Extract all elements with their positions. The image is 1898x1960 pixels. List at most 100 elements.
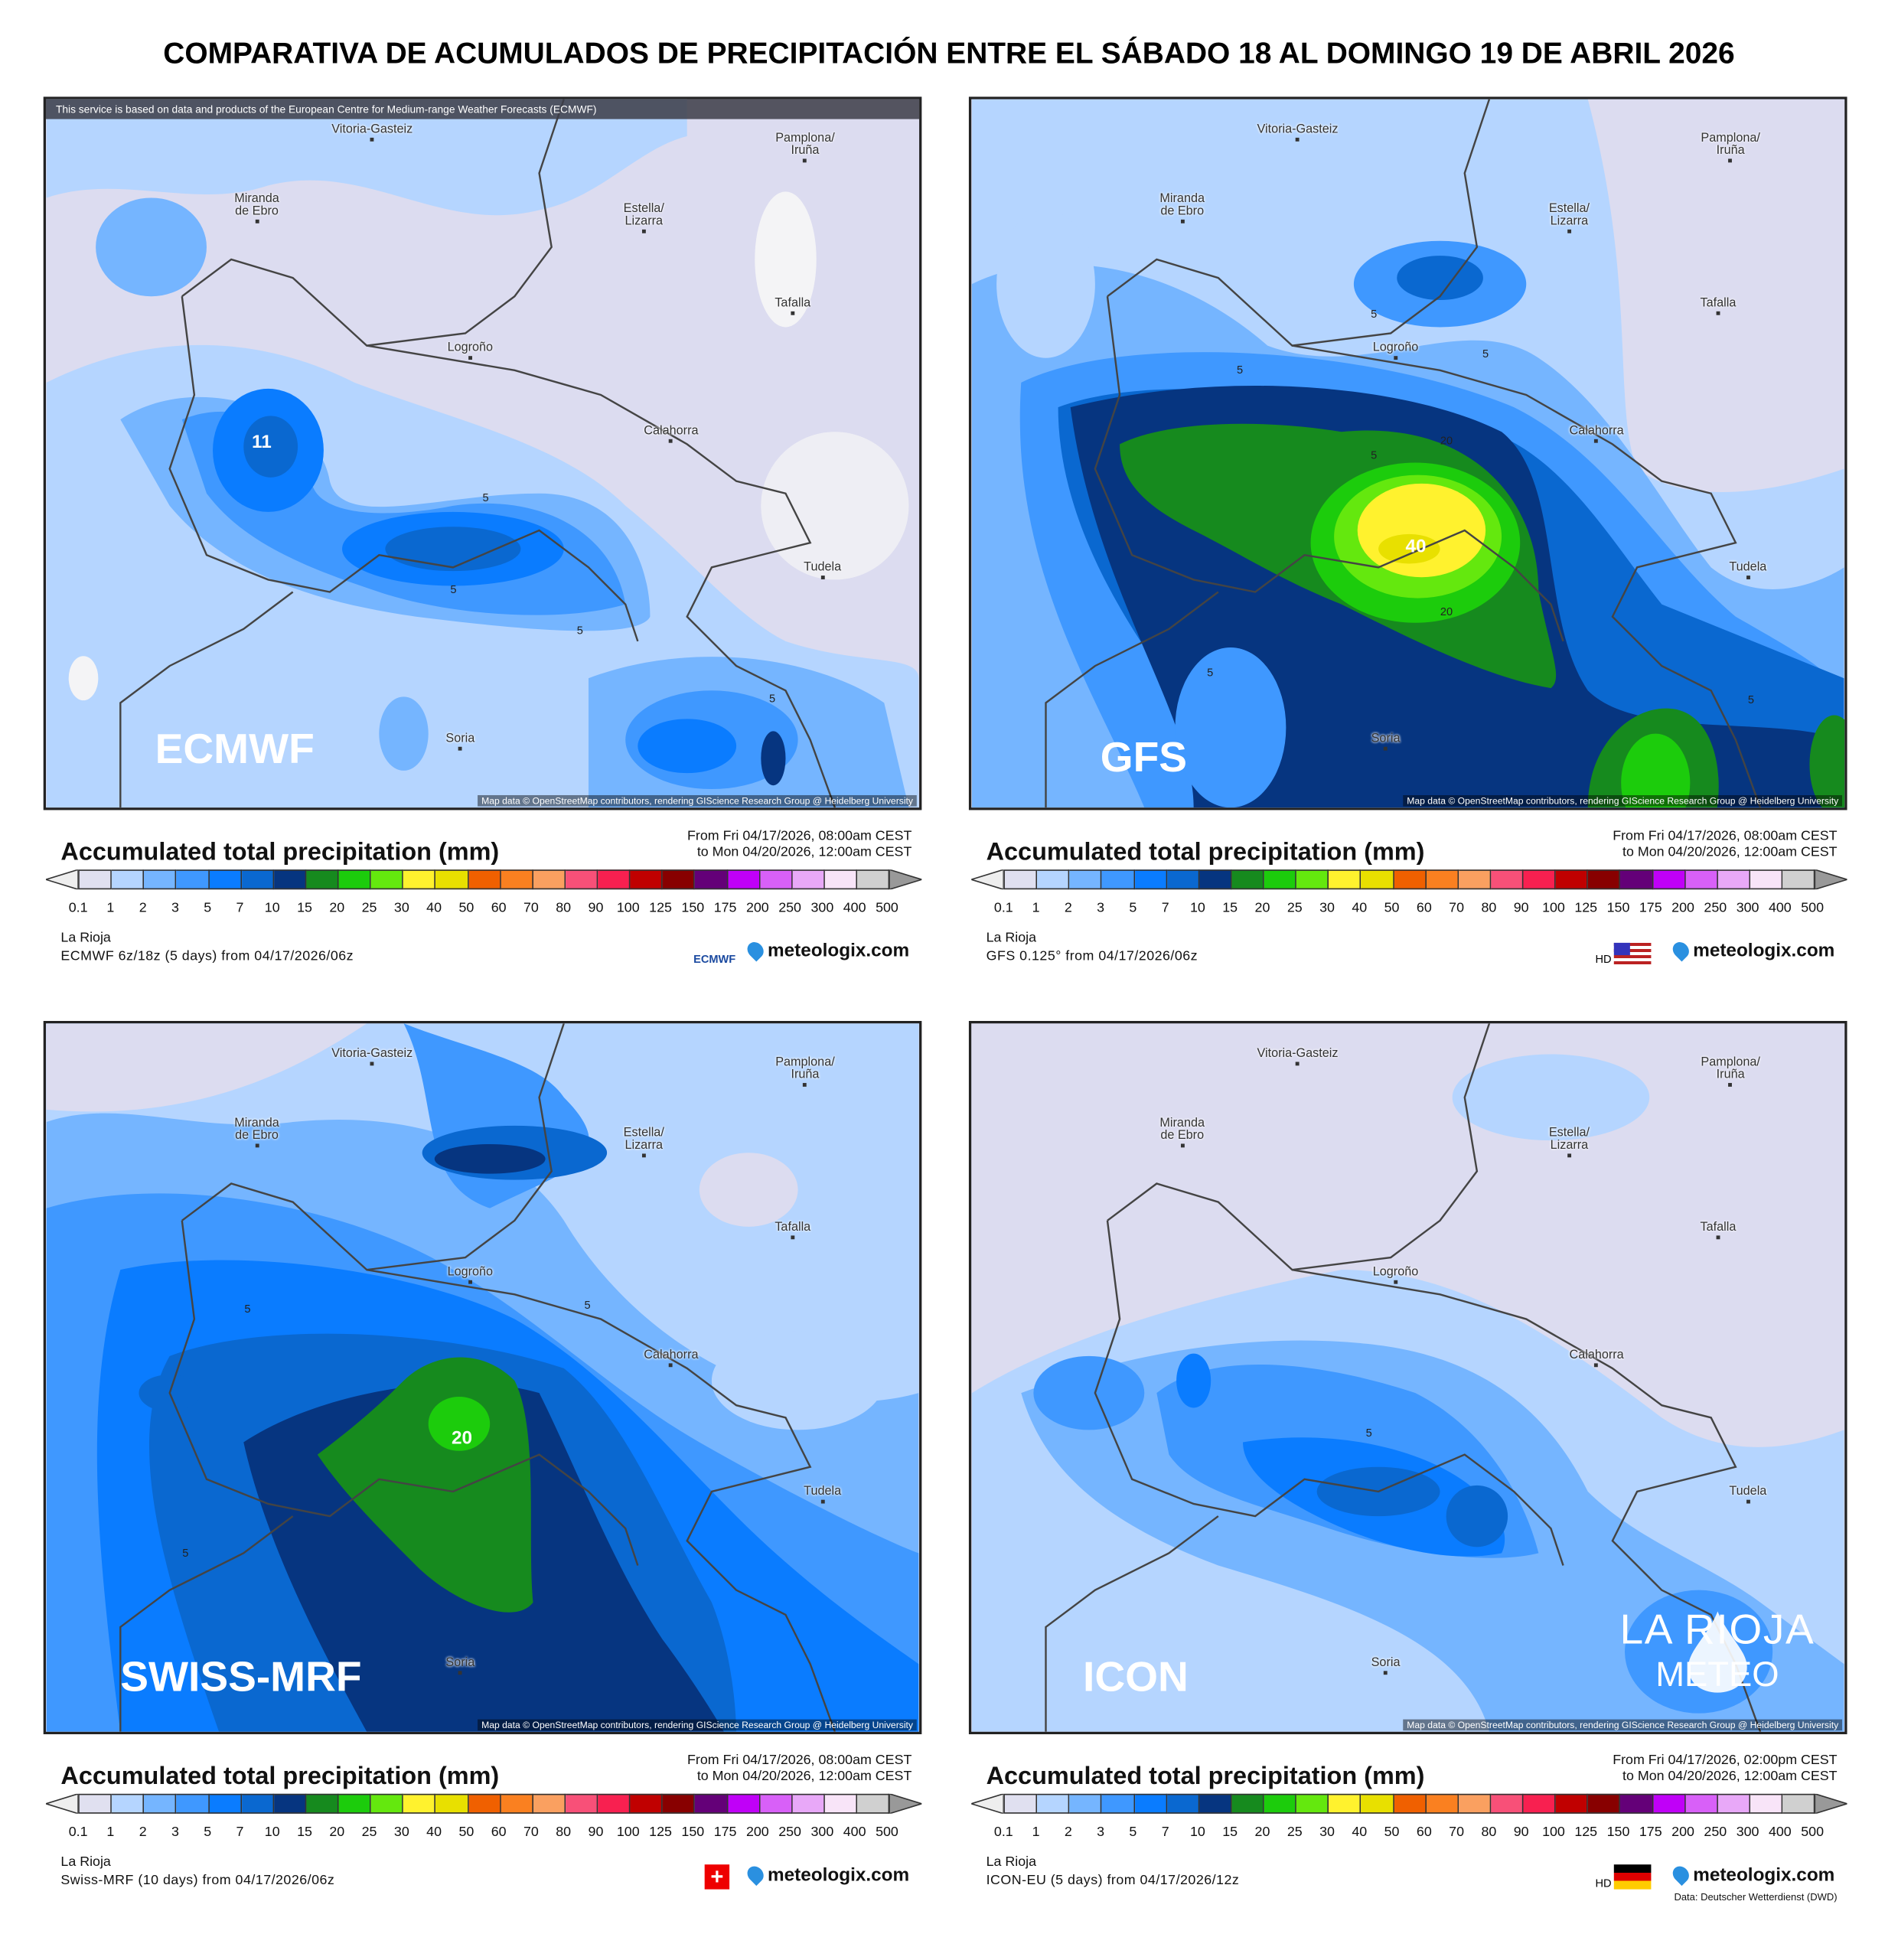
icon-precip-field: [971, 1023, 1844, 1732]
ecmwf-precip-field: [46, 99, 919, 808]
contour-label: 5: [1237, 363, 1244, 377]
color-scale-cell: [338, 869, 371, 890]
color-scale-bar: [44, 869, 925, 892]
color-scale-cell: [1491, 869, 1524, 890]
map-attribution: Map data © OpenStreetMap contributors, r…: [478, 1719, 917, 1731]
tick-label: 7: [236, 1825, 244, 1840]
color-scale-cell: [630, 869, 663, 890]
model-run-label: ECMWF 6z/18z (5 days) from 04/17/2026/06…: [60, 948, 354, 964]
city-label: Estella/ Lizarra: [624, 1127, 664, 1157]
color-scale-ticks: 0.1 1 2 3 5 7 10 15 20 25 30 40 50 60 70 80 90 100 125 150 1…: [69, 900, 898, 918]
model-run-label: GFS 0.125° from 04/17/2026/06z: [986, 948, 1198, 964]
legend-ecmwf: Accumulated total precipitation (mm) From…: [44, 828, 925, 990]
map-attribution: Map data © OpenStreetMap contributors, r…: [1403, 794, 1843, 807]
color-scale-cell: [1620, 1793, 1653, 1814]
color-scale-cell: [824, 869, 858, 890]
contour-label: 11: [252, 432, 272, 453]
tick-label: 1: [1032, 900, 1040, 916]
color-scale-cell: [760, 869, 793, 890]
color-scale-cell: [1782, 869, 1815, 890]
color-scale-cell: [662, 869, 696, 890]
data-credit: Data: Deutscher Wetterdienst (DWD): [1674, 1891, 1838, 1903]
color-scale-ticks: 0.1 1 2 3 5 7 10 15 20 25 30 40 50 60 70 80 90 100 125 150 1…: [994, 900, 1824, 918]
meteologix-logo: meteologix.com: [1669, 938, 1834, 962]
color-scale-cell: [1394, 1793, 1427, 1814]
tick-label: 200: [1671, 1825, 1694, 1840]
color-scale-arrow-high: [889, 869, 925, 891]
tick-label: 300: [810, 900, 834, 916]
tick-label: 200: [1671, 900, 1694, 916]
tick-label: 10: [264, 900, 280, 916]
city-label: Estella/ Lizarra: [1549, 1127, 1590, 1157]
gfs-map: Vitoria-Gasteiz Pamplona/ Iruña Miranda de…: [968, 96, 1847, 810]
color-scale-cell: [1555, 1793, 1589, 1814]
meteologix-logo: meteologix.com: [743, 938, 909, 962]
color-scale-cell: [1458, 1793, 1492, 1814]
color-scale-cell: [1069, 1793, 1102, 1814]
contour-label: 5: [768, 692, 776, 705]
color-scale-cell: [1588, 1793, 1621, 1814]
color-scale-cell: [1069, 869, 1102, 890]
color-scale-cell: [1620, 869, 1653, 890]
contour-label: 5: [1371, 448, 1378, 461]
model-name-label: SWISS-MRF: [120, 1653, 362, 1701]
color-scale-cell: [112, 1793, 145, 1814]
tick-label: 20: [1254, 900, 1270, 916]
date-from: From Fri 04/17/2026, 08:00am CEST: [1613, 828, 1838, 844]
region-label: La Rioja: [60, 1854, 111, 1870]
tick-label: 30: [393, 1825, 409, 1840]
color-scale-cell: [695, 1793, 728, 1814]
map-attribution: Map data © OpenStreetMap contributors, r…: [478, 794, 917, 807]
city-label: Pamplona/ Iruña: [775, 132, 834, 162]
city-label: Tudela: [804, 1485, 841, 1504]
color-scale-cell: [662, 1793, 696, 1814]
date-from: From Fri 04/17/2026, 02:00pm CEST: [1613, 1753, 1838, 1768]
color-scale-cell: [727, 1793, 761, 1814]
color-scale-cell: [1329, 1793, 1362, 1814]
color-scale-cell: [1199, 869, 1232, 890]
tick-label: 20: [1254, 1825, 1270, 1840]
contour-label: 5: [1747, 693, 1754, 706]
contour-label: 5: [450, 582, 457, 596]
meteologix-drop-icon: [1669, 938, 1692, 962]
legend-title: Accumulated total precipitation (mm): [60, 1763, 500, 1790]
tick-label: 25: [1287, 1825, 1303, 1840]
color-scale-cell: [1491, 1793, 1524, 1814]
color-scale-cell: [598, 869, 631, 890]
color-scale-cell: [792, 869, 825, 890]
model-name-label: ICON: [1083, 1653, 1189, 1701]
tick-label: 300: [1736, 900, 1759, 916]
tick-label: 0.1: [68, 900, 88, 916]
color-scale-cell: [435, 869, 468, 890]
tick-label: 250: [778, 1825, 801, 1840]
color-scale-cell: [1166, 1793, 1200, 1814]
swiss-mrf-precip-field: [46, 1023, 919, 1732]
tick-label: 40: [1352, 900, 1368, 916]
color-scale-cell: [565, 1793, 598, 1814]
color-scale-cell: [1685, 869, 1718, 890]
tick-label: 250: [1704, 1825, 1727, 1840]
tick-label: 40: [426, 1825, 442, 1840]
date-from: From Fri 04/17/2026, 08:00am CEST: [687, 828, 912, 844]
color-scale-cell: [695, 869, 728, 890]
tick-label: 80: [1481, 1825, 1497, 1840]
ecmwf-data-notice: This service is based on data and produc…: [45, 99, 920, 119]
tick-label: 250: [778, 900, 801, 916]
color-scale-bar: [44, 1792, 925, 1816]
tick-label: 3: [171, 1825, 179, 1840]
contour-label: 5: [1207, 666, 1214, 679]
color-scale-cell: [112, 869, 145, 890]
contour-label: 20: [452, 1427, 473, 1450]
color-scale-arrow-high: [889, 1792, 925, 1815]
tick-label: 15: [1222, 1825, 1238, 1840]
city-label: Tudela: [804, 561, 841, 579]
tick-label: 25: [1287, 900, 1303, 916]
color-scale-cell: [209, 1793, 242, 1814]
color-scale-cell: [630, 1793, 663, 1814]
color-scale-cell: [1329, 869, 1362, 890]
color-scale-cell: [565, 869, 598, 890]
tick-label: 40: [426, 900, 442, 916]
tick-label: 90: [1513, 900, 1529, 916]
city-label: Logroño: [1373, 1266, 1418, 1284]
color-scale-cell: [824, 1793, 858, 1814]
